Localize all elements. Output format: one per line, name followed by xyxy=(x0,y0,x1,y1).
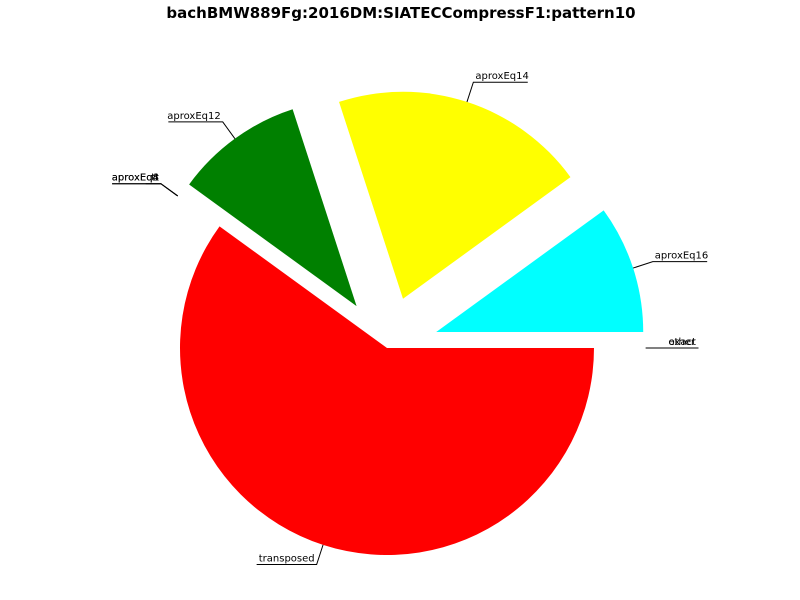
pie-slice-aproxeq16 xyxy=(436,210,644,333)
leader-line-aproxeq14 xyxy=(466,81,528,103)
leader-line-aproxeq4 xyxy=(112,183,178,197)
pie-slice-aproxeq14 xyxy=(339,91,571,299)
slice-label-transposed: transposed xyxy=(259,554,315,565)
slice-label-aproxeq14: aproxEq14 xyxy=(475,71,529,82)
leader-line-aproxeq12 xyxy=(168,121,236,139)
pie-slices xyxy=(179,91,644,556)
slice-label-other: other xyxy=(668,337,696,348)
leader-line-transposed xyxy=(256,544,324,566)
leader-line-tt xyxy=(145,183,178,197)
slice-label-aproxeq8: aproxEq8 xyxy=(112,173,159,184)
slice-label-tt: tt xyxy=(151,173,159,184)
slice-label-exact: exact xyxy=(668,337,696,348)
leader-line-aproxeq8 xyxy=(112,183,178,197)
chart-title: bachBMW889Fg:2016DM:SIATECCompressF1:pat… xyxy=(166,4,635,22)
slice-label-aproxeq16: aproxEq16 xyxy=(655,251,709,262)
slice-label-aproxeq4: aproxEq4 xyxy=(112,173,159,184)
pie-slice-transposed xyxy=(179,226,594,556)
pie-labels: aproxEq16 aproxEq14 aproxEq12 ttaproxEq8apr… xyxy=(112,71,709,566)
pie-slice-aproxeq12 xyxy=(189,109,357,307)
slice-label-aproxeq12: aproxEq12 xyxy=(167,111,221,122)
leader-line-aproxeq16 xyxy=(632,261,708,269)
